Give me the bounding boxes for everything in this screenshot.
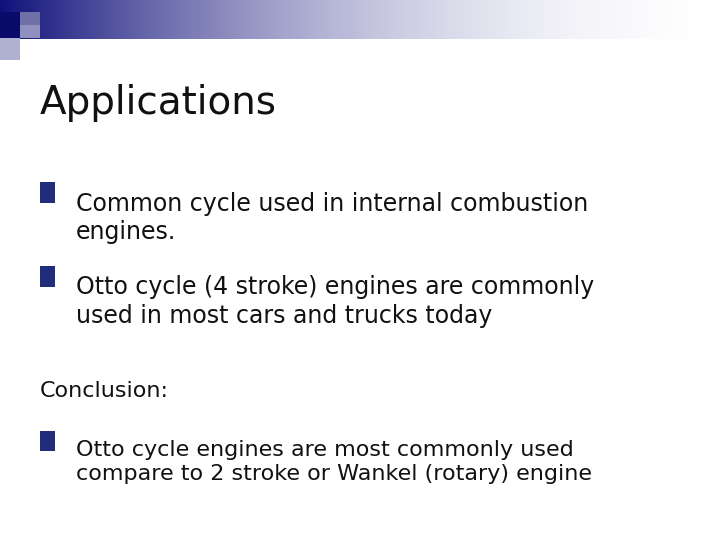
Text: Otto cycle engines are most commonly used
compare to 2 stroke or Wankel (rotary): Otto cycle engines are most commonly use… [76,440,592,484]
Text: Common cycle used in internal combustion
engines.: Common cycle used in internal combustion… [76,192,588,245]
Text: Conclusion:: Conclusion: [40,381,168,401]
Bar [40,266,55,287]
Bar [0,38,20,60]
Text: Otto cycle (4 stroke) engines are commonly
used in most cars and trucks today: Otto cycle (4 stroke) engines are common… [76,275,594,328]
Bar [20,25,40,38]
Bar [0,12,20,38]
Bar [40,183,55,203]
Text: Applications: Applications [40,84,276,122]
Bar [40,431,55,451]
Bar [20,12,40,25]
